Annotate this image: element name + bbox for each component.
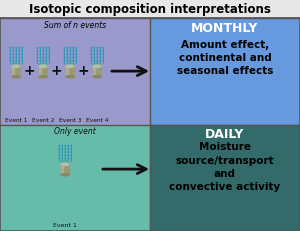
Text: Event 4: Event 4 [86, 118, 108, 122]
Text: Only event: Only event [54, 128, 96, 137]
Bar [0, 125, 150, 231]
Ellipse shape [93, 65, 101, 67]
Bar [14, 64, 18, 67]
Ellipse shape [93, 63, 101, 67]
Text: DAILY: DAILY [205, 128, 245, 140]
Ellipse shape [61, 161, 69, 164]
Bar [93, 66, 101, 77]
Bar [61, 164, 69, 175]
Bar [39, 66, 41, 77]
Bar [0, 0, 300, 18]
Ellipse shape [39, 76, 47, 78]
Bar [150, 18, 300, 125]
Text: Amount effect,
continental and
seasonal effects: Amount effect, continental and seasonal … [177, 40, 273, 76]
Bar [150, 125, 300, 231]
Ellipse shape [39, 63, 47, 67]
Bar [66, 66, 68, 77]
Text: Event 1: Event 1 [53, 223, 77, 228]
Ellipse shape [12, 76, 20, 78]
Text: Event 2: Event 2 [32, 118, 54, 122]
Ellipse shape [12, 63, 20, 67]
Bar [12, 66, 20, 77]
Bar [95, 64, 99, 67]
Ellipse shape [66, 76, 74, 78]
Bar [12, 66, 14, 77]
Ellipse shape [93, 76, 101, 78]
Text: Isotopic composition interpretations: Isotopic composition interpretations [29, 3, 271, 15]
Ellipse shape [61, 163, 69, 165]
Bar [93, 66, 95, 77]
Ellipse shape [39, 65, 47, 67]
Text: Moisture
source/transport
and
convective activity: Moisture source/transport and convective… [169, 143, 280, 192]
Bar [41, 64, 45, 67]
Ellipse shape [61, 173, 69, 176]
Ellipse shape [12, 65, 20, 67]
Bar [63, 162, 67, 165]
Text: Sum of n events: Sum of n events [44, 21, 106, 30]
Ellipse shape [66, 65, 74, 67]
Bar [39, 66, 47, 77]
Text: +: + [51, 64, 62, 78]
Bar [68, 64, 72, 67]
Bar [66, 66, 74, 77]
Text: Event 1: Event 1 [5, 118, 27, 122]
Text: +: + [78, 64, 89, 78]
Bar [61, 164, 63, 175]
Text: MONTHLY: MONTHLY [191, 22, 259, 35]
Text: +: + [24, 64, 35, 78]
Text: Event 3: Event 3 [59, 118, 81, 122]
Bar [0, 18, 150, 125]
Ellipse shape [66, 63, 74, 67]
